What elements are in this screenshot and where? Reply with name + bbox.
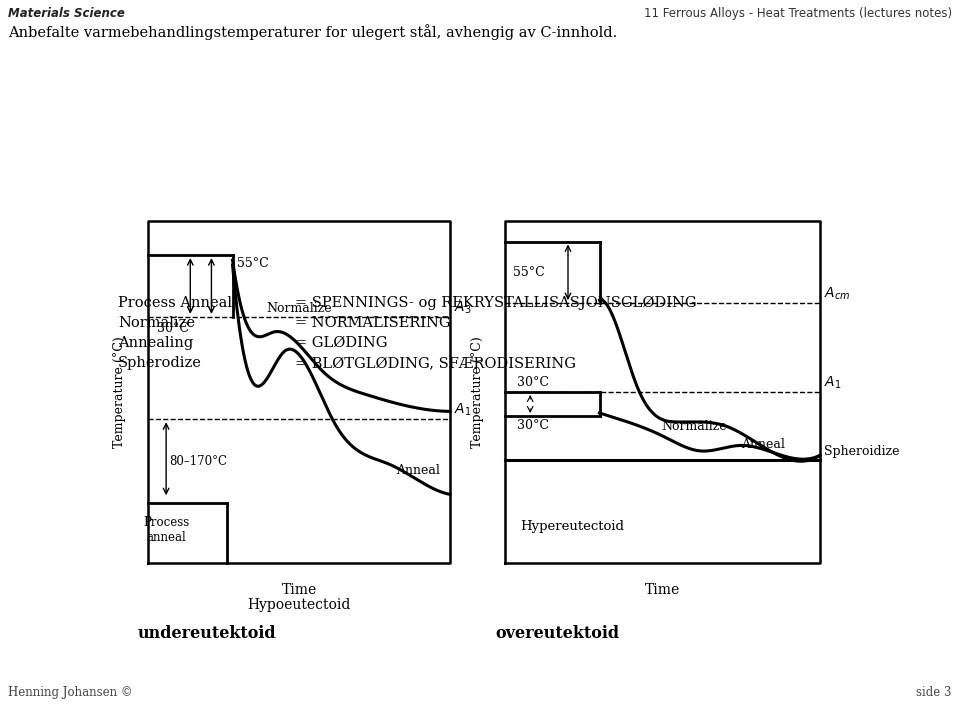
Text: Temperature (°C): Temperature (°C) (113, 336, 127, 448)
Text: 55°C: 55°C (236, 257, 268, 270)
Text: = SPENNINGS- og REKRYSTALLISASJONSGLØDING: = SPENNINGS- og REKRYSTALLISASJONSGLØDIN… (295, 296, 697, 310)
Text: 30°C: 30°C (517, 376, 549, 389)
Text: $A_1$: $A_1$ (824, 375, 842, 391)
Text: Spheroidize: Spheroidize (824, 445, 900, 459)
Text: Annealing: Annealing (118, 336, 193, 350)
Text: Anneal: Anneal (741, 439, 785, 451)
Text: Process
anneal: Process anneal (143, 516, 189, 544)
Text: 30°C: 30°C (157, 322, 189, 335)
Text: $A_1$: $A_1$ (454, 402, 471, 418)
Text: undereutektoid: undereutektoid (138, 625, 276, 642)
Text: Process Anneal: Process Anneal (118, 296, 232, 310)
Text: Anneal: Anneal (396, 464, 440, 477)
Text: 11 Ferrous Alloys - Heat Treatments (lectures notes): 11 Ferrous Alloys - Heat Treatments (lec… (644, 7, 952, 20)
Text: Normalize: Normalize (266, 301, 332, 315)
Text: overeutektoid: overeutektoid (495, 625, 619, 642)
Text: Hypoeutectoid: Hypoeutectoid (248, 598, 350, 612)
Text: 80–170°C: 80–170°C (169, 455, 228, 468)
Text: side 3: side 3 (917, 686, 952, 699)
Text: Hypereutectoid: Hypereutectoid (520, 520, 624, 533)
Text: Spherodize: Spherodize (118, 356, 202, 370)
Text: 55°C: 55°C (513, 266, 544, 279)
Text: = NORMALISERING: = NORMALISERING (295, 316, 450, 330)
Text: 30°C: 30°C (517, 419, 549, 432)
Text: $A_3$: $A_3$ (454, 299, 471, 316)
Text: = BLØTGLØDING, SFÆRODISERING: = BLØTGLØDING, SFÆRODISERING (295, 356, 576, 370)
Text: Materials Science: Materials Science (8, 7, 125, 20)
Text: Temperature (°C): Temperature (°C) (470, 336, 484, 448)
Text: = GLØDING: = GLØDING (295, 336, 388, 350)
Text: Time: Time (645, 583, 680, 597)
Text: Henning Johansen ©: Henning Johansen © (8, 686, 132, 699)
Text: Anbefalte varmebehandlingstemperaturer for ulegert stål, avhengig av C-innhold.: Anbefalte varmebehandlingstemperaturer f… (8, 24, 617, 40)
Text: Normalize: Normalize (118, 316, 195, 330)
Text: Time: Time (281, 583, 317, 597)
Text: Normalize: Normalize (661, 420, 727, 434)
Text: $A_{cm}$: $A_{cm}$ (824, 286, 851, 302)
